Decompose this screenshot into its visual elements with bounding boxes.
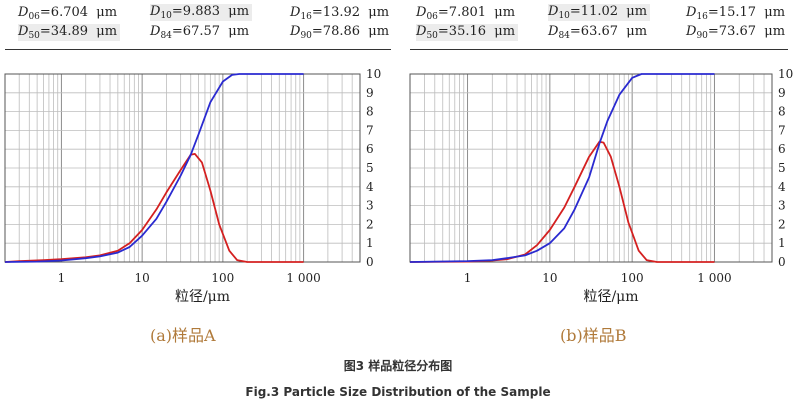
chart-panel-a: 0 1 2 3 4 5 6 7 8 9 10 1 10 100 1 000 粒径/μm [4, 67, 381, 305]
x-tick-label: 100 [211, 271, 234, 285]
y-tick-label: 0 [778, 255, 786, 269]
stat-d90-a: D90=78.86 μm [290, 24, 390, 41]
stat-d06-a: D06=6.704 μm [18, 5, 118, 22]
figure-caption-cn: 图3 样品粒径分布图 [343, 359, 453, 373]
y-tick-label: 6 [778, 142, 786, 156]
stat-d90-b: D90=73.67 μm [686, 24, 786, 41]
chart-panel-b: 0 1 2 3 4 5 6 7 8 9 10 1 10 100 1 000 粒径/μm [409, 67, 793, 305]
y-tick-label: 10 [366, 67, 381, 81]
y-tick-label: 0 [366, 255, 374, 269]
panel-b-label: (b)样品B [560, 326, 627, 345]
y-tick-label: 8 [778, 105, 786, 119]
y-tick-label: 3 [366, 199, 374, 213]
stat-d16-a: D16=13.92 μm [290, 5, 390, 22]
x-tick-label: 1 000 [286, 271, 320, 285]
y-tick-label: 1 [366, 236, 374, 250]
y-tick-label: 1 [778, 236, 786, 250]
x-tick-label: 1 000 [697, 271, 731, 285]
stat-d84-a: D84=67.57 μm [150, 24, 250, 41]
x-tick-label: 10 [542, 271, 557, 285]
stat-d50-a: D50=34.89 μm [18, 24, 120, 41]
y-tick-label: 2 [778, 217, 786, 231]
y-tick-label: 2 [366, 217, 374, 231]
x-tick-label: 1 [464, 271, 472, 285]
plot-frame [4, 73, 361, 263]
panel-b-rule [410, 49, 788, 50]
stat-d16-b: D16=15.17 μm [686, 5, 786, 22]
y-tick-label: 8 [366, 105, 374, 119]
cumulative-curve [4, 73, 304, 263]
y-tick-label: 5 [778, 161, 786, 175]
panel-b-stats: D06=7.801 μm D10=11.02 μm D16=15.17 μm D… [408, 0, 796, 48]
y-tick-label: 9 [778, 86, 786, 100]
distribution-curve [4, 153, 304, 263]
x-tick-label: 1 [58, 271, 66, 285]
panel-a-rule [5, 49, 391, 50]
plot-frame [409, 73, 773, 263]
y-tick-label: 4 [366, 180, 374, 194]
y-tick-label: 10 [778, 67, 793, 81]
stat-d06-b: D06=7.801 μm [416, 5, 516, 22]
y-tick-label: 3 [778, 199, 786, 213]
x-tick-label: 10 [134, 271, 149, 285]
panel-a-label: (a)样品A [150, 326, 216, 345]
stat-d10-a: D10=9.883 μm [150, 4, 252, 21]
y-tick-label: 5 [366, 161, 374, 175]
x-tick-label: 100 [621, 271, 644, 285]
grid [409, 73, 773, 263]
stat-d10-b: D10=11.02 μm [548, 4, 650, 21]
distribution-curve [409, 140, 715, 263]
y-tick-label: 4 [778, 180, 786, 194]
stat-d84-b: D84=63.67 μm [548, 24, 648, 41]
x-axis-label: 粒径/μm [583, 289, 638, 305]
stat-d50-b: D50=35.16 μm [416, 24, 518, 41]
cumulative-curve [409, 73, 715, 263]
x-axis-label: 粒径/μm [175, 289, 230, 305]
y-tick-label: 9 [366, 86, 374, 100]
y-tick-label: 6 [366, 142, 374, 156]
figure-caption-en: Fig.3 Particle Size Distribution of the … [245, 385, 551, 399]
y-tick-label: 7 [366, 123, 374, 137]
y-tick-label: 7 [778, 123, 786, 137]
panel-a-stats: D06=6.704 μm D10=9.883 μm D16=13.92 μm D… [0, 0, 396, 48]
